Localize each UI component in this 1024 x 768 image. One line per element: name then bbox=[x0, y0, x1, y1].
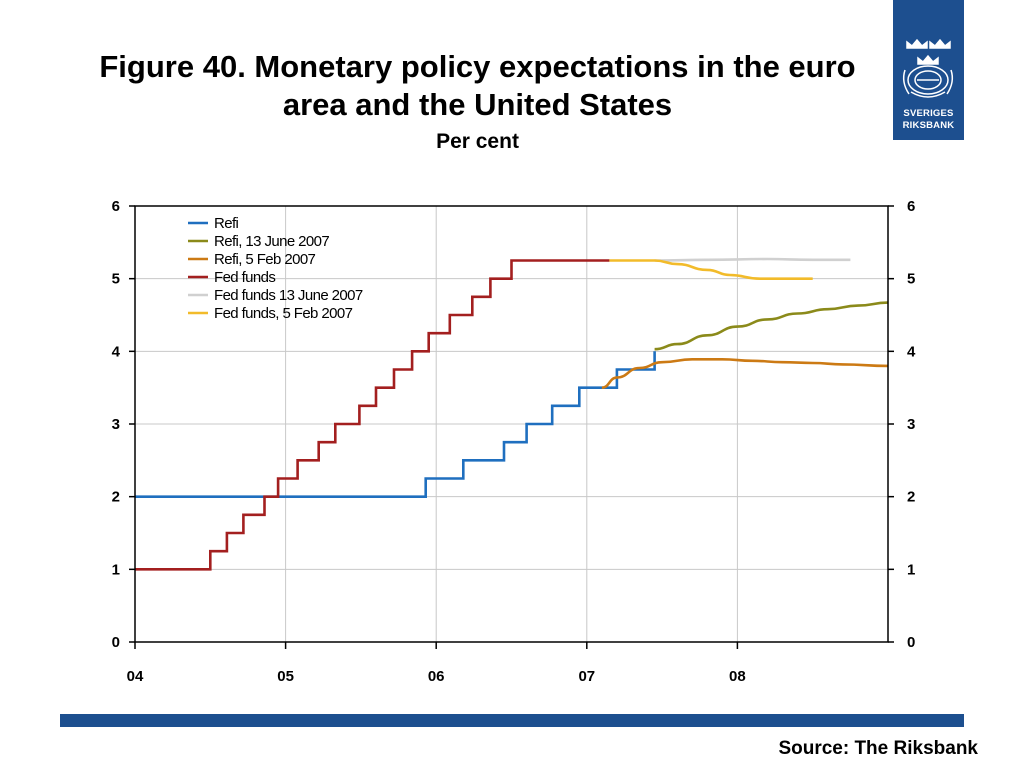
logo-text-line-2: RIKSBANK bbox=[902, 120, 955, 131]
y-tick-label-left: 0 bbox=[112, 634, 120, 651]
y-tick-label-right: 2 bbox=[907, 489, 915, 506]
y-tick-label-left: 5 bbox=[112, 271, 120, 288]
y-tick-label-left: 3 bbox=[112, 416, 120, 433]
series-lines bbox=[135, 257, 889, 571]
y-tick-label-right: 1 bbox=[907, 561, 915, 578]
chart-subtitle: Per cent bbox=[436, 130, 519, 153]
legend-label-6: Fed funds, 5 Feb 2007 bbox=[214, 305, 353, 322]
x-tick-label: 08 bbox=[729, 668, 746, 685]
y-tick-label-right: 0 bbox=[907, 634, 915, 651]
chart-title-line-1: Figure 40. Monetary policy expectations … bbox=[99, 49, 856, 84]
legend-label-1: Refi bbox=[214, 215, 239, 232]
legend-label-4: Fed funds bbox=[214, 269, 275, 286]
axis-ticks: 0 0 1 1 2 2 3 3 4 4 5 5 6 6 04 05 06 07 08 bbox=[112, 198, 916, 685]
series-line-3 bbox=[601, 357, 889, 389]
y-tick-label-left: 4 bbox=[112, 343, 121, 360]
riksbank-logo: SVERIGES RIKSBANK bbox=[893, 0, 964, 140]
series-line-6 bbox=[609, 259, 813, 281]
y-tick-label-right: 4 bbox=[907, 343, 916, 360]
source-note: Source: The Riksbank bbox=[778, 738, 978, 759]
series-line-2 bbox=[654, 301, 889, 351]
y-tick-label-left: 6 bbox=[112, 198, 120, 215]
logo-text-line-1: SVERIGES bbox=[903, 108, 954, 119]
x-tick-label: 07 bbox=[578, 668, 595, 685]
x-tick-label: 05 bbox=[277, 668, 294, 685]
x-tick-label: 04 bbox=[127, 668, 144, 685]
y-tick-label-left: 2 bbox=[112, 489, 120, 506]
y-tick-label-left: 1 bbox=[112, 561, 120, 578]
y-tick-label-right: 5 bbox=[907, 271, 915, 288]
chart-title: Figure 40. Monetary policy expectations … bbox=[20, 48, 935, 124]
y-tick-label-right: 3 bbox=[907, 416, 915, 433]
series-line-5 bbox=[654, 257, 851, 262]
chart-title-line-2: area and the United States bbox=[282, 87, 673, 122]
series-line-1 bbox=[135, 351, 656, 498]
x-tick-label: 06 bbox=[428, 668, 445, 685]
legend-label-2: Refi, 13 June 2007 bbox=[214, 233, 329, 250]
legend-label-3: Refi, 5 Feb 2007 bbox=[214, 251, 316, 268]
legend-label-5: Fed funds 13 June 2007 bbox=[214, 287, 363, 304]
crown-seal-icon bbox=[902, 38, 954, 98]
footer-bar bbox=[60, 714, 964, 727]
y-tick-label-right: 6 bbox=[907, 198, 915, 215]
series-line-4 bbox=[135, 259, 610, 571]
